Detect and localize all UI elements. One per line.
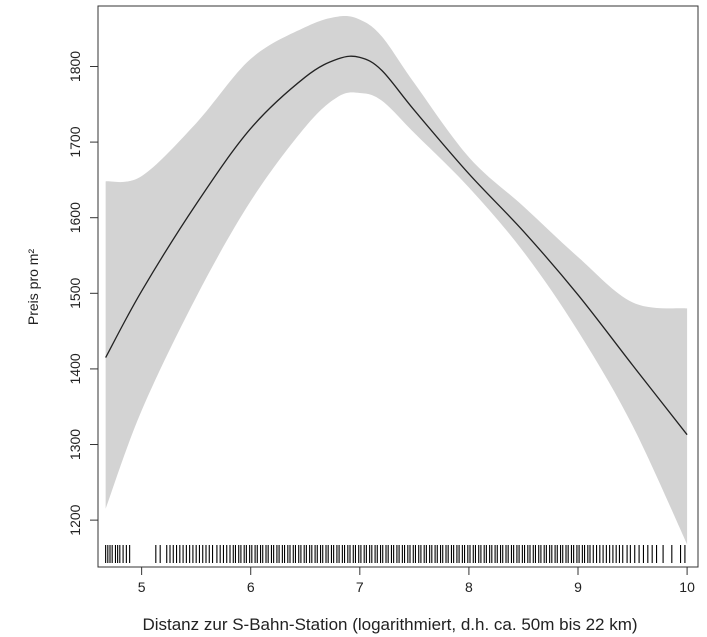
rug-layer [105, 545, 686, 563]
y-tick-label: 1500 [67, 278, 83, 309]
y-tick-label: 1200 [67, 504, 83, 535]
confidence-band [105, 16, 688, 545]
x-tick-label: 6 [247, 579, 255, 595]
confidence-band-layer [105, 16, 688, 545]
x-tick-label: 5 [138, 579, 146, 595]
y-tick-label: 1800 [67, 51, 83, 82]
x-axis-title: Distanz zur S-Bahn-Station (logarithmier… [142, 615, 637, 634]
smooth-line [105, 55, 688, 436]
x-axis: 5 6 7 8 9 10 [138, 566, 695, 595]
x-tick-label: 10 [679, 579, 695, 595]
y-axis: 1200 1300 1400 1500 1600 1700 1800 [67, 51, 99, 536]
x-tick-label: 8 [465, 579, 473, 595]
y-tick-label: 1700 [67, 126, 83, 157]
y-tick-label: 1400 [67, 353, 83, 384]
x-tick-label: 7 [356, 579, 364, 595]
y-tick-label: 1600 [67, 202, 83, 233]
smooth-line-layer [105, 55, 688, 436]
y-tick-label: 1300 [67, 429, 83, 460]
x-tick-label: 9 [574, 579, 582, 595]
y-axis-title: Preis pro m² [25, 249, 41, 326]
